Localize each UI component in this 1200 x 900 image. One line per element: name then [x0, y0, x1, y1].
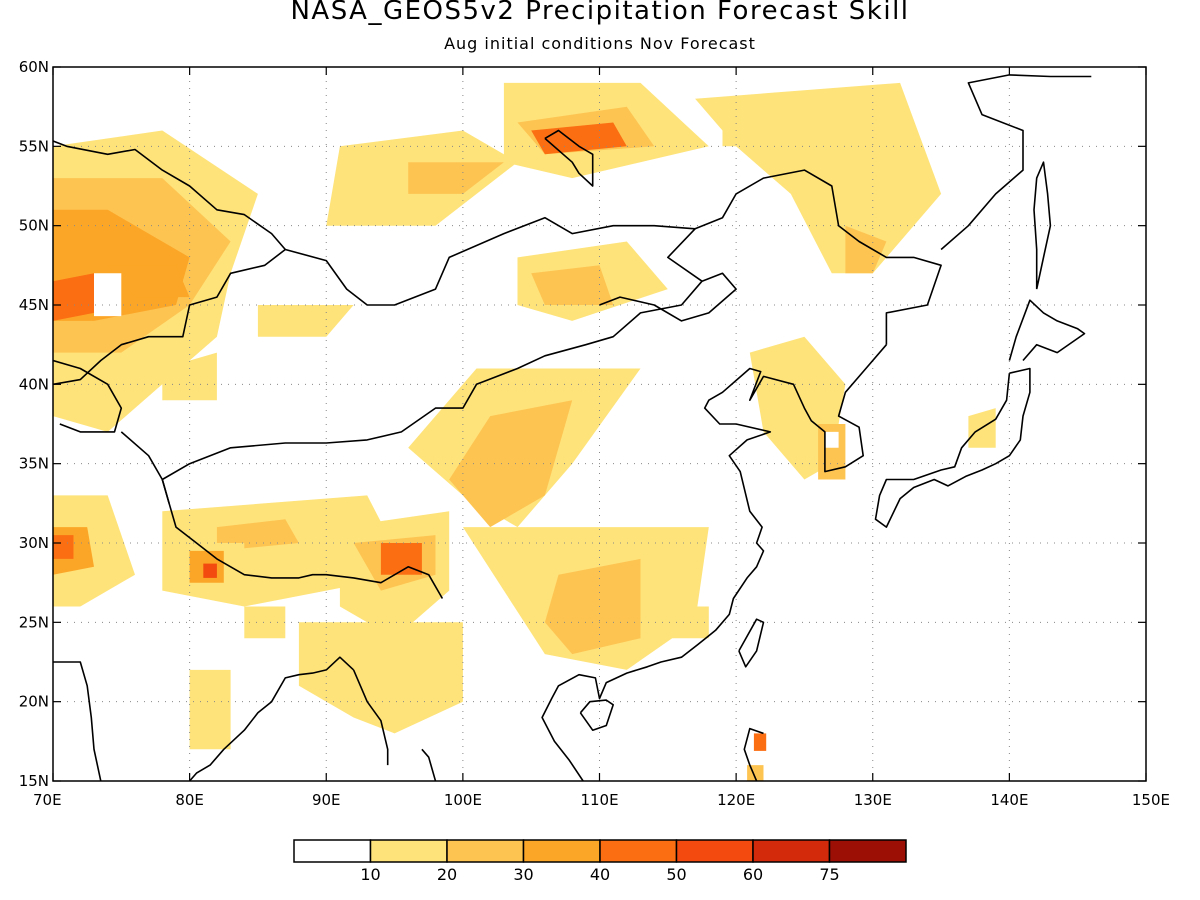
skill-region-31: [244, 606, 286, 639]
tick-label-25N: 25N: [19, 613, 49, 631]
tick-label-100E: 100E: [444, 791, 482, 809]
skill-region-25: [53, 535, 74, 559]
colorbar-label-20: 20: [437, 865, 457, 884]
colorbar-swatch-6: [752, 839, 831, 863]
tick-label-80E: 80E: [175, 791, 204, 809]
tick-label-35N: 35N: [19, 455, 49, 473]
masked-cell-0: [94, 273, 122, 317]
coastline-11: [1033, 161, 1052, 290]
skill-region-29: [298, 622, 463, 734]
tick-label-55N: 55N: [19, 137, 49, 155]
coastline-12: [940, 74, 1092, 251]
colorbar-swatch-7: [828, 839, 907, 863]
coastline-17: [53, 661, 102, 781]
coastline-8: [738, 618, 765, 668]
colorbar-swatch-5: [675, 839, 754, 863]
colorbar-label-75: 75: [819, 865, 839, 884]
longitude-axis: 70E 80E 90E 100E 110E 120E 130E 140E 150E: [33, 67, 1170, 809]
tick-label-130E: 130E: [854, 791, 892, 809]
coastline-1: [53, 359, 123, 433]
skill-region-17: [544, 558, 641, 655]
tick-label-90E: 90E: [312, 791, 341, 809]
tick-label-120E: 120E: [717, 791, 755, 809]
colorbar-swatch-0: [293, 839, 372, 863]
colorbar-label-10: 10: [360, 865, 380, 884]
tick-label-15N: 15N: [19, 772, 49, 790]
coastline-7: [579, 699, 615, 732]
coastline-6: [541, 344, 888, 781]
map-title: NASA_GEOS5v2 Precipitation Forecast Skil…: [290, 0, 910, 26]
skill-region-28: [203, 563, 217, 578]
colorbar: 10 20 30 40 50 60 75: [293, 839, 907, 884]
skill-region-34: [667, 606, 709, 639]
skill-region-11: [845, 225, 887, 274]
coastline-16: [352, 669, 389, 766]
coastline-layer: [53, 74, 1092, 781]
tick-label-140E: 140E: [990, 791, 1028, 809]
tick-label-20N: 20N: [19, 693, 49, 711]
skill-region-6: [408, 162, 504, 194]
skill-region-38: [722, 114, 805, 147]
tick-label-40N: 40N: [19, 375, 49, 393]
map-subtitle: Aug initial conditions Nov Forecast: [444, 34, 756, 53]
colorbar-label-60: 60: [743, 865, 763, 884]
coastline-15: [188, 656, 355, 781]
coastline-18: [421, 748, 437, 781]
skill-region-23: [53, 495, 135, 607]
colorbar-label-50: 50: [666, 865, 686, 884]
colorbar-swatch-3: [522, 839, 601, 863]
skill-region-15: [449, 400, 573, 528]
coastline-14: [743, 727, 764, 781]
skill-region-3: [53, 273, 94, 321]
coastline-13: [544, 129, 594, 187]
skill-shading-layer: [53, 82, 996, 781]
coastline-3: [161, 272, 737, 504]
tick-label-150E: 150E: [1132, 791, 1170, 809]
coastline-0: [53, 140, 287, 386]
skill-region-19: [216, 519, 299, 551]
coastline-4: [285, 169, 942, 345]
skill-region-30: [189, 669, 231, 750]
skill-region-22: [380, 543, 422, 575]
tick-label-30N: 30N: [19, 534, 49, 552]
tick-label-45N: 45N: [19, 296, 49, 314]
colorbar-label-40: 40: [590, 865, 610, 884]
tick-label-110E: 110E: [580, 791, 618, 809]
skill-region-40: [162, 352, 217, 401]
masked-cell-1: [824, 431, 839, 448]
colorbar-swatch-1: [369, 839, 448, 863]
gridlines: [53, 67, 1146, 781]
tick-label-70E: 70E: [33, 791, 62, 809]
coastline-10: [1008, 299, 1086, 362]
colorbar-swatch-4: [599, 839, 678, 863]
skill-region-4: [107, 265, 190, 298]
colorbar-swatch-2: [446, 839, 525, 863]
latitude-axis: 15N 20N 25N 30N 35N 40N 45N 50N 55N 60N: [19, 58, 1146, 790]
skill-region-36: [753, 733, 767, 751]
tick-label-50N: 50N: [19, 217, 49, 235]
coastline-5: [666, 228, 703, 282]
skill-region-13: [531, 265, 614, 305]
skill-region-39: [257, 305, 354, 337]
colorbar-label-30: 30: [513, 865, 533, 884]
tick-label-60N: 60N: [19, 58, 49, 76]
coastline-9: [874, 367, 1031, 528]
